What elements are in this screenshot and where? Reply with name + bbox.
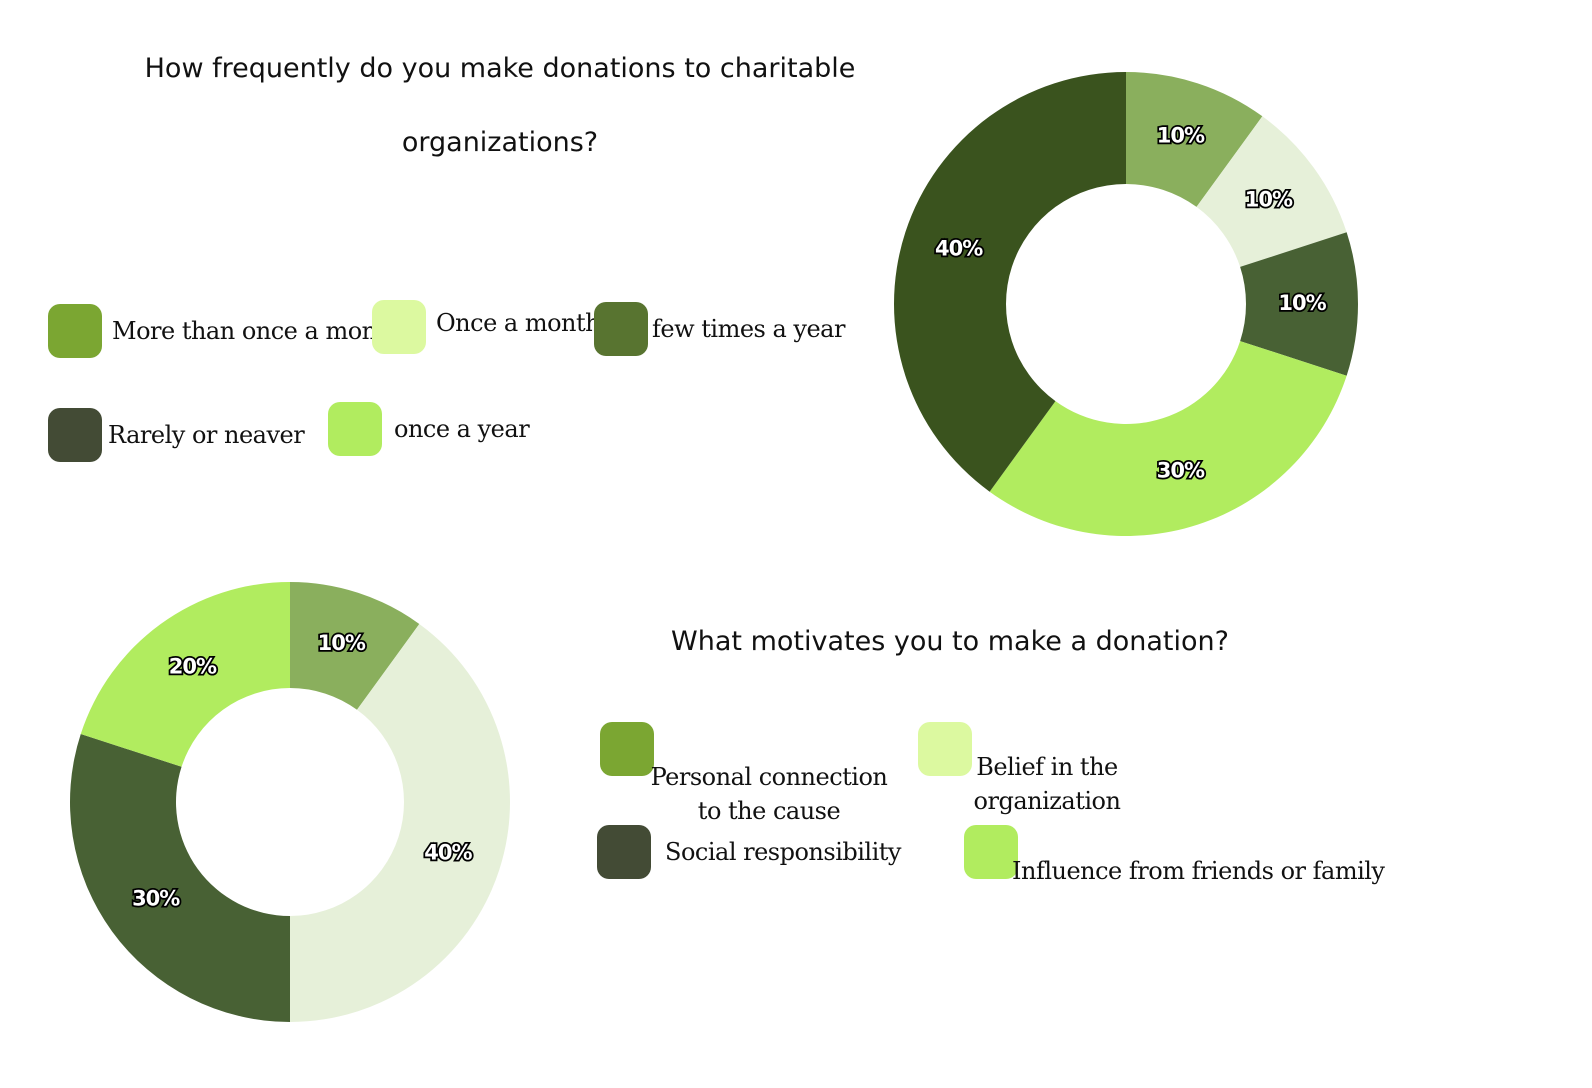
- legend-label: Social responsibility: [665, 838, 901, 866]
- legend-label: Belief in the organization: [973, 753, 1121, 815]
- legend-swatch: [600, 722, 654, 776]
- chart2-slice-label-0: 10%: [318, 631, 366, 655]
- legend-swatch: [964, 825, 1018, 879]
- legend-label: More than once a month: [112, 317, 401, 345]
- legend1-item-few-times-a-year: few times a year: [594, 302, 845, 356]
- donut-chart-motivation: 10% 40% 30% 20%: [69, 582, 510, 1022]
- legend-label: once a year: [394, 415, 530, 443]
- legend1-item-rarely-or-never: Rarely or neaver: [48, 408, 305, 462]
- chart1-slice-4: [894, 72, 1126, 492]
- legend1-item-once-a-year: once a year: [328, 402, 530, 456]
- chart2-title: What motivates you to make a donation?: [671, 626, 1229, 657]
- chart1-slice-label-2: 10%: [1278, 291, 1326, 315]
- chart2-slice-3: [80, 582, 290, 767]
- chart2-slice-label-2: 30%: [132, 887, 180, 911]
- chart1-slice-2: [1240, 232, 1358, 376]
- legend-label: Once a month: [436, 309, 601, 337]
- legend-label: Personal connection to the cause: [650, 763, 888, 825]
- chart1-slice-1: [1196, 116, 1347, 267]
- legend1-item-more-than-once-a-month: More than once a month: [48, 304, 401, 358]
- chart1-slice-label-4: 40%: [935, 237, 983, 261]
- chart1-slice-0: [1126, 72, 1263, 207]
- legend-swatch: [597, 825, 651, 879]
- chart1-slice-label-3: 30%: [1157, 458, 1205, 482]
- chart2-slice-0: [290, 582, 420, 710]
- legend-swatch: [372, 300, 426, 354]
- chart1-slice-3: [989, 341, 1347, 536]
- legend-swatch: [918, 722, 972, 776]
- chart2-slice-1: [290, 624, 510, 1022]
- legend1-item-once-a-month: Once a month: [372, 300, 601, 354]
- legend-label: few times a year: [652, 315, 845, 343]
- legend2-item-belief-in-organization: Belief in the organization: [918, 722, 1122, 818]
- chart1-title-line1: How frequently do you make donations to …: [144, 53, 856, 84]
- legend-swatch: [328, 402, 382, 456]
- legend2-item-social-responsibility: Social responsibility: [597, 825, 901, 879]
- legend-swatch: [48, 408, 102, 462]
- legend-label: Rarely or neaver: [108, 421, 305, 449]
- chart1-slice-label-1: 10%: [1245, 188, 1293, 212]
- chart1-slice-label-0: 10%: [1157, 124, 1205, 148]
- legend2-item-influence-friends-family: Influence from friends or family: [964, 825, 1385, 885]
- legend-swatch: [48, 304, 102, 358]
- chart1-title: How frequently do you make donations to …: [140, 32, 860, 180]
- chart1-title-line2: organizations?: [401, 127, 599, 158]
- legend2-item-personal-connection: Personal connection to the cause: [600, 722, 894, 828]
- legend-label: Influence from friends or family: [1012, 857, 1385, 885]
- donut-chart-frequency: 10% 10% 10% 30% 40%: [894, 72, 1358, 536]
- chart2-slice-2: [69, 734, 290, 1022]
- chart2-slice-label-3: 20%: [169, 655, 217, 679]
- legend-swatch: [594, 302, 648, 356]
- chart2-slice-label-1: 40%: [424, 840, 472, 864]
